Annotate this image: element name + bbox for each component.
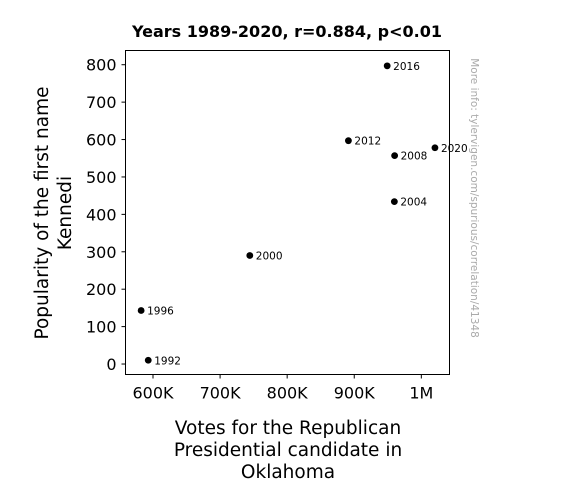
x-tick-label: 600K bbox=[132, 384, 174, 403]
y-tick-label: 600 bbox=[86, 131, 117, 150]
x-tick-label: 900K bbox=[334, 384, 376, 403]
data-point-2008 bbox=[391, 152, 399, 160]
y-tick-label: 300 bbox=[86, 243, 117, 262]
y-tick-label: 0 bbox=[106, 355, 116, 374]
data-point-label-2004: 2004 bbox=[400, 197, 427, 209]
data-points: 1992 1996 2000 2004 2008 2012 2016 2020 bbox=[137, 61, 468, 367]
data-point-label-2000: 2000 bbox=[256, 251, 283, 263]
data-point-2012 bbox=[345, 137, 352, 145]
y-tick-label: 800 bbox=[86, 56, 117, 75]
x-tick-label: 800K bbox=[267, 384, 309, 403]
y-tick-label: 700 bbox=[86, 93, 117, 112]
data-point-2004 bbox=[390, 198, 398, 206]
data-point-2016 bbox=[383, 62, 391, 70]
y-tick-label: 400 bbox=[86, 205, 117, 224]
data-point-label-1992: 1992 bbox=[154, 355, 181, 367]
y-axis-label-line-1: Popularity of the first name bbox=[32, 86, 53, 339]
y-axis-label-line-2: Kennedi bbox=[55, 176, 76, 250]
x-tick-label: 700K bbox=[200, 384, 242, 403]
x-tick-label: 1M bbox=[409, 384, 433, 403]
x-axis-label-line-3: Oklahoma bbox=[241, 462, 335, 483]
y-tick-label: 100 bbox=[86, 318, 117, 337]
data-point-2020 bbox=[431, 144, 439, 152]
data-point-1992 bbox=[144, 356, 152, 364]
watermark: More info: tylervigen.com/spurious/corre… bbox=[468, 58, 480, 338]
x-axis-label-line-2: Presidential candidate in bbox=[174, 440, 402, 461]
data-point-label-1996: 1996 bbox=[147, 306, 174, 318]
x-axis: 600K 700K 800K 900K 1M bbox=[132, 374, 433, 403]
plot-frame bbox=[125, 50, 450, 375]
x-axis-label-line-1: Votes for the Republican bbox=[175, 418, 401, 439]
data-point-1996 bbox=[137, 307, 145, 314]
data-point-label-2012: 2012 bbox=[354, 136, 381, 148]
data-point-2000 bbox=[246, 252, 254, 259]
y-tick-label: 500 bbox=[86, 168, 117, 187]
y-tick-label: 200 bbox=[86, 280, 117, 299]
chart-title: Years 1989-2020, r=0.884, p<0.01 bbox=[131, 22, 442, 41]
data-point-label-2020: 2020 bbox=[441, 143, 468, 155]
y-axis: 0 100 200 300 400 500 600 700 800 bbox=[86, 56, 126, 374]
data-point-label-2016: 2016 bbox=[393, 61, 420, 73]
data-point-label-2008: 2008 bbox=[401, 151, 428, 163]
